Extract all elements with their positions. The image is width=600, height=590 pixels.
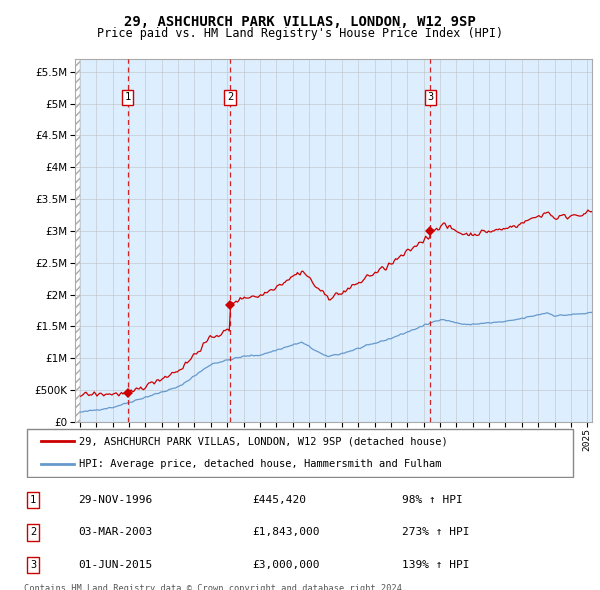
Text: Price paid vs. HM Land Registry's House Price Index (HPI): Price paid vs. HM Land Registry's House … <box>97 27 503 40</box>
Text: 1: 1 <box>125 92 131 102</box>
Text: 03-MAR-2003: 03-MAR-2003 <box>78 527 152 537</box>
Text: 29, ASHCHURCH PARK VILLAS, LONDON, W12 9SP: 29, ASHCHURCH PARK VILLAS, LONDON, W12 9… <box>124 15 476 30</box>
Text: 1: 1 <box>30 495 36 505</box>
Text: Contains HM Land Registry data © Crown copyright and database right 2024.
This d: Contains HM Land Registry data © Crown c… <box>24 584 407 590</box>
Text: 273% ↑ HPI: 273% ↑ HPI <box>402 527 470 537</box>
Text: 29, ASHCHURCH PARK VILLAS, LONDON, W12 9SP (detached house): 29, ASHCHURCH PARK VILLAS, LONDON, W12 9… <box>79 436 448 446</box>
Text: 3: 3 <box>30 560 36 570</box>
Text: 98% ↑ HPI: 98% ↑ HPI <box>402 495 463 505</box>
Text: 2: 2 <box>30 527 36 537</box>
Text: £445,420: £445,420 <box>252 495 306 505</box>
Text: 01-JUN-2015: 01-JUN-2015 <box>78 560 152 570</box>
Text: 3: 3 <box>427 92 434 102</box>
Bar <box>75 59 80 422</box>
Text: £3,000,000: £3,000,000 <box>252 560 320 570</box>
FancyBboxPatch shape <box>27 429 573 477</box>
Text: £1,843,000: £1,843,000 <box>252 527 320 537</box>
Text: 2: 2 <box>227 92 233 102</box>
Text: 139% ↑ HPI: 139% ↑ HPI <box>402 560 470 570</box>
Text: 29-NOV-1996: 29-NOV-1996 <box>78 495 152 505</box>
Text: HPI: Average price, detached house, Hammersmith and Fulham: HPI: Average price, detached house, Hamm… <box>79 460 442 470</box>
